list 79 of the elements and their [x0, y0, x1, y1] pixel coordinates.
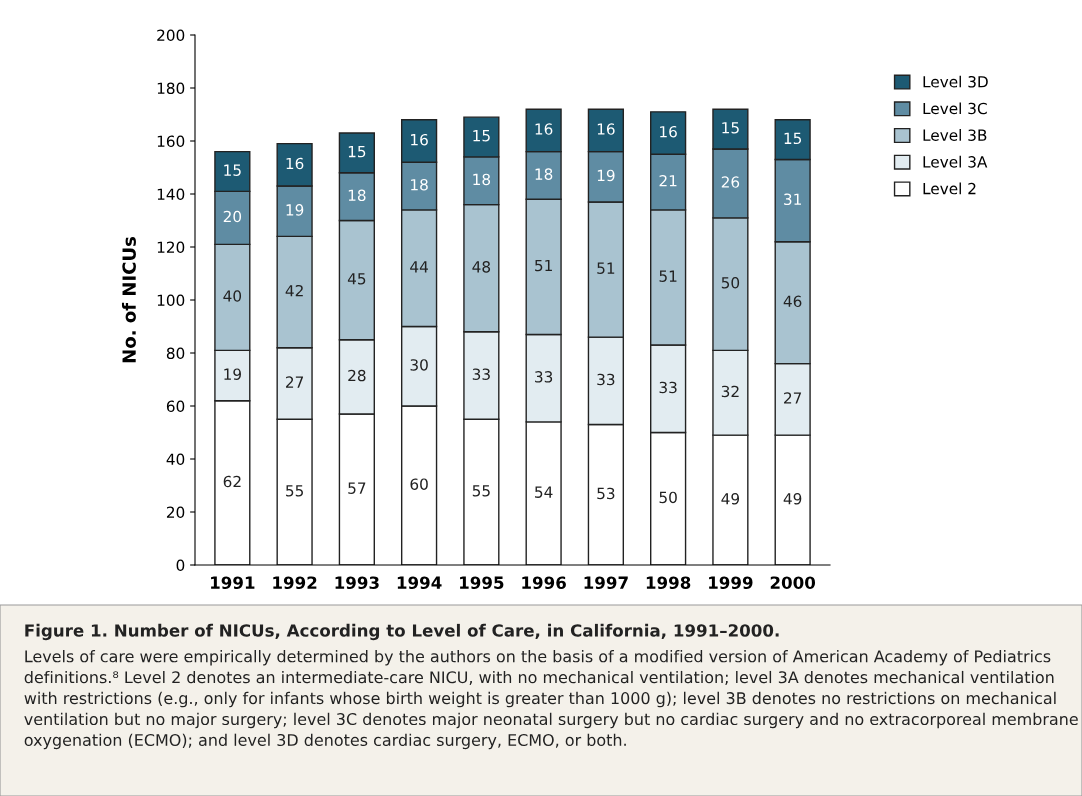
data-label: 19: [597, 169, 615, 182]
data-label: 60: [410, 478, 428, 490]
data-label: 18: [535, 168, 553, 180]
data-label: 32: [721, 385, 739, 398]
data-label: 28: [348, 369, 366, 382]
data-label: 40: [223, 290, 242, 302]
text: Figure 1. Number of NICUs, According to Level of Care, in California, 1991–2000.: [25, 623, 779, 641]
data-label: 55: [286, 485, 303, 497]
data-label: 19: [224, 368, 241, 380]
data-label: 49: [721, 492, 740, 505]
data-label: 19: [286, 204, 304, 216]
data-label: 20: [223, 210, 242, 223]
data-label: 16: [286, 157, 304, 170]
data-label: 26: [721, 176, 740, 188]
x-tick-label: 1999: [709, 576, 753, 590]
data-label: 15: [784, 132, 802, 145]
data-label: 18: [473, 173, 491, 186]
data-label: 42: [285, 284, 303, 297]
data-label: 16: [660, 125, 677, 138]
y-tick-label: 40: [166, 453, 185, 466]
data-label: 53: [597, 487, 615, 500]
y-tick-label: 60: [166, 400, 185, 413]
x-tick-label: 1998: [646, 576, 691, 590]
data-label: 33: [472, 368, 490, 380]
data-label: 30: [410, 359, 428, 371]
y-tick-label: 80: [166, 347, 185, 360]
x-tick-label: 1993: [335, 576, 379, 590]
y-tick-label: 120: [157, 241, 185, 254]
legend-label: Level 3B: [923, 129, 987, 141]
data-label: 16: [597, 123, 615, 135]
y-axis-title: No. of NICUs: [121, 237, 136, 363]
data-label: 62: [223, 475, 241, 488]
data-label: 33: [535, 371, 553, 383]
data-label: 50: [659, 491, 677, 504]
data-label: 50: [721, 276, 740, 289]
data-label: 27: [784, 392, 802, 404]
y-tick-label: 160: [157, 135, 185, 148]
y-tick-label: 100: [157, 294, 185, 307]
data-label: 15: [224, 164, 241, 176]
legend-label: Level 3A: [923, 155, 988, 168]
data-label: 18: [348, 189, 366, 202]
y-tick-label: 180: [157, 82, 185, 95]
data-label: 55: [472, 485, 490, 497]
data-label: 16: [535, 123, 553, 135]
data-label: 33: [659, 381, 677, 394]
data-label: 48: [472, 261, 491, 273]
data-label: 31: [784, 193, 801, 206]
data-label: 54: [535, 486, 553, 498]
legend-label: Level 3D: [923, 75, 988, 88]
x-tick-label: 1994: [397, 576, 442, 590]
data-label: 51: [597, 262, 615, 274]
x-tick-label: 2000: [770, 576, 816, 590]
y-tick-label: 200: [157, 29, 185, 42]
data-label: 16: [411, 133, 428, 146]
data-label: 51: [535, 259, 552, 272]
legend-label: Level 3C: [923, 102, 987, 115]
x-tick-label: 1991: [211, 576, 255, 590]
data-label: 46: [783, 295, 802, 308]
y-tick-label: 140: [157, 188, 185, 201]
legend-label: Level 2: [923, 182, 976, 195]
data-label: 15: [473, 130, 490, 142]
x-tick-label: 1992: [273, 576, 317, 590]
x-tick-label: 1996: [522, 576, 566, 590]
data-label: 57: [348, 482, 366, 494]
y-tick-label: 20: [166, 506, 185, 519]
x-tick-label: 1995: [460, 576, 504, 590]
data-label: 21: [659, 174, 677, 187]
data-label: 27: [286, 376, 304, 388]
x-tick-label: 1997: [584, 576, 628, 590]
y-tick-label: 0: [176, 559, 185, 572]
data-label: 45: [347, 273, 366, 285]
data-label: 15: [722, 122, 739, 134]
text: Levels of care were empirically determined by the authors on the basis of a modified version of American Academy of Pediatrics definitions.⁸ Level 2 denotes an intermediate-care NICU, with no mechanical ventilation; level 3A denotes mechanical ventilation with restrictions (e.g., only for infants whose birth weight is greater than 1000 g); level 3B denotes no restrictions on mechanical ventilation but no major surgery; level 3C denotes major neonatal surgery but no cardiac surgery and no extracorporeal membrane oxygenation (ECMO); and level 3D denotes cardiac surgery, ECMO, or both.: [24, 650, 1078, 750]
data-label: 15: [348, 146, 366, 158]
data-label: 44: [410, 261, 428, 273]
data-label: 49: [783, 492, 802, 505]
data-label: 33: [597, 373, 615, 386]
data-label: 18: [411, 178, 428, 191]
data-label: 51: [659, 270, 677, 282]
